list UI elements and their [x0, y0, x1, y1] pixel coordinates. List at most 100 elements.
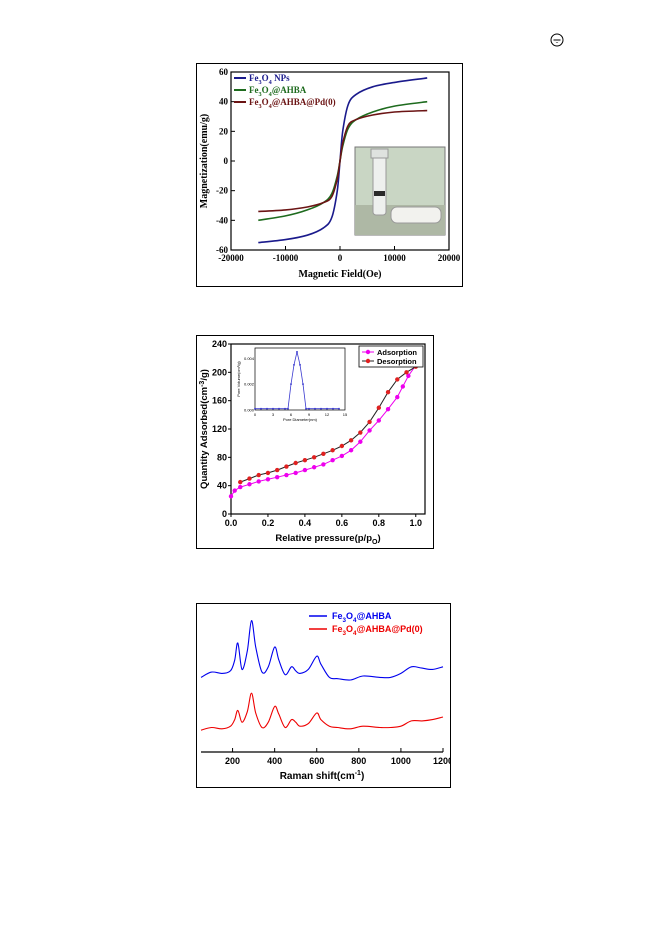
y-tick-label: -40 [216, 215, 228, 225]
series-1-point [367, 419, 372, 425]
series-0-point [376, 418, 382, 423]
x-axis-label: Magnetic Field(Oe) [298, 269, 381, 280]
series-0-point [232, 488, 237, 493]
series-0-point [311, 465, 317, 470]
x-tick-label: 600 [309, 756, 324, 766]
inset-y-tick-label: 0.000 [244, 408, 255, 413]
series-0-point [302, 467, 308, 473]
inset-point [305, 407, 307, 410]
series-line-2 [258, 109, 428, 213]
inset-x-tick-label: 15 [343, 412, 348, 417]
series-0-point [400, 384, 406, 389]
legend-label-1: Desorption [377, 357, 417, 366]
x-tick-label: 1000 [391, 756, 411, 766]
series-0-point [238, 484, 243, 490]
series-0-point [330, 457, 335, 463]
series-1-point [385, 389, 391, 395]
series-1-point [330, 448, 335, 453]
inset-x-tick-label: 3 [272, 412, 275, 417]
x-tick-label: 10000 [383, 253, 406, 263]
inset-point [302, 383, 304, 385]
inset-point [260, 407, 262, 410]
legend-swatch-0 [365, 349, 371, 355]
inset-point [290, 383, 292, 385]
x-tick-label: 0.4 [299, 518, 312, 528]
inset-point [338, 407, 340, 410]
magnetic-particles [374, 191, 385, 196]
inset-point [332, 407, 334, 410]
x-axis-label: Raman shift(cm-1) [280, 770, 365, 782]
x-tick-label: 200 [225, 756, 240, 766]
magnetization-chart: -60 -40 -20 0 20 40 60 -20000 -10000 0 10000 20000 M… [199, 67, 461, 280]
vial-lying [390, 206, 442, 224]
x-tick-label: 20000 [438, 253, 461, 263]
y-tick-label: 0 [222, 509, 227, 519]
inset-point [320, 407, 322, 410]
y-tick-label: 200 [212, 367, 227, 377]
series-0-point [274, 474, 280, 480]
series-1-point [256, 472, 261, 478]
y-tick-label: 40 [217, 481, 227, 491]
y-axis-label: Quantity Adsorbed(cm-3/g) [199, 369, 210, 489]
y-tick-label: -60 [216, 245, 228, 255]
legend-label-0: Fe3O4 NPs [249, 73, 290, 86]
legend-label-1: Fe3O4@AHBA@Pd(0) [332, 624, 423, 637]
x-tick-label: 0.6 [336, 518, 349, 528]
inset-point [266, 407, 268, 410]
x-axis-label: Relative pressure(p/pO) [275, 533, 380, 546]
series-0-point [256, 479, 261, 484]
legend-label-0: Fe3O4@AHBA [332, 611, 392, 624]
y-tick-label: 0 [224, 156, 229, 166]
inset-point [308, 407, 310, 410]
series-1-point [321, 451, 326, 456]
x-tick-label: -20000 [218, 253, 244, 263]
series-0-point [293, 470, 298, 476]
y-tick-label: 20 [219, 126, 229, 136]
vial-cap [370, 148, 389, 159]
legend-label-2: Fe3O4@AHBA@Pd(0) [249, 97, 336, 110]
inset-point [272, 407, 274, 410]
y-tick-label: 120 [212, 424, 227, 434]
x-tick-label: 0.8 [373, 518, 386, 528]
inset-point [293, 363, 295, 366]
inset-y-label: Pore Volume(cm³/g) [236, 361, 241, 397]
x-tick-label: 1.0 [410, 518, 423, 528]
legend-swatch-1 [365, 358, 371, 364]
series-1-point [348, 438, 354, 443]
series-0-point [358, 439, 363, 444]
figure-adsorption: 0 40 80 120 160 200 240 0.0 0.2 0.4 0.6 0.8 1.0 Relat… [196, 335, 434, 549]
series-1-point [238, 479, 243, 485]
series-0-point [406, 373, 411, 379]
series-0-point [284, 472, 289, 478]
y-tick-label: 160 [212, 396, 227, 406]
y-tick-label: 240 [212, 339, 227, 349]
y-tick-label: 60 [219, 67, 229, 77]
inset-point [254, 407, 256, 410]
series-1-point [302, 457, 308, 463]
inset-x-tick-label: 12 [325, 412, 330, 417]
legend-label-0: Adsorption [377, 348, 417, 357]
vial-upright [372, 152, 387, 216]
inset-point [287, 407, 289, 410]
series-0-point [348, 448, 354, 453]
figure-magnetization: -60 -40 -20 0 20 40 60 -20000 -10000 0 10000 20000 M… [196, 63, 463, 287]
inset-y-tick-label: 0.004 [244, 356, 255, 361]
x-tick-label: 0.2 [262, 518, 275, 528]
inset-point [278, 407, 280, 410]
inset-x-tick-label: 9 [308, 412, 311, 417]
raman-chart: 200 400 600 800 1000 1200 Raman shift(cm-1) Fe3… [200, 611, 453, 782]
series-0-point [339, 453, 345, 459]
series-1-point [311, 455, 317, 460]
inset-point [284, 407, 286, 410]
x-tick-label: 400 [267, 756, 282, 766]
y-tick-label: 40 [219, 97, 229, 107]
series-0-point [265, 477, 271, 482]
series-0-point [228, 494, 234, 499]
figure-raman: 200 400 600 800 1000 1200 Raman shift(cm-1) Fe3… [196, 603, 453, 788]
y-tick-label: 80 [217, 452, 227, 462]
inset-frame [254, 347, 346, 411]
inset-point [326, 407, 328, 410]
series-1-point [293, 460, 298, 466]
inset-y-tick-label: 0.002 [244, 382, 255, 387]
